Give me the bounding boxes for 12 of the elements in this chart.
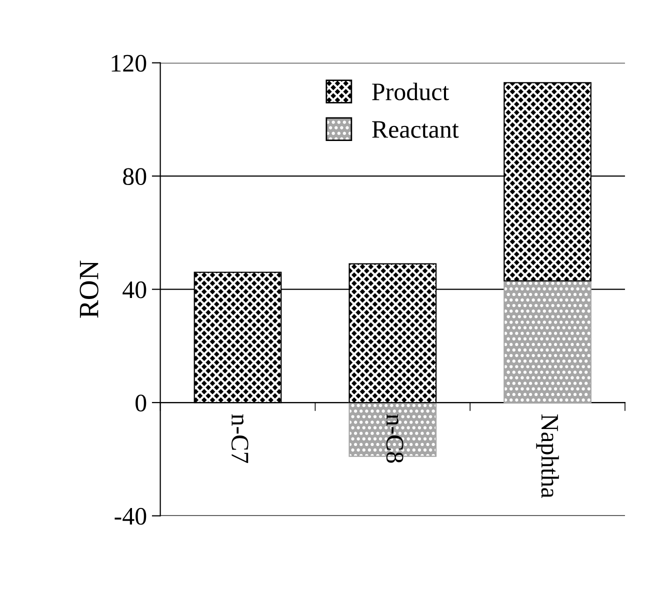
y-tick-label: 80: [123, 168, 146, 185]
y-tick-label: 0: [136, 394, 146, 412]
legend-label: Reactant: [372, 121, 459, 138]
y-tick-label: -40: [114, 508, 146, 525]
y-tick-label: 40: [122, 281, 146, 298]
y-axis-title: RON: [80, 260, 98, 318]
x-tick-label: Naphtha: [536, 414, 559, 498]
bar: [504, 280, 592, 404]
x-tick-label: n-C8: [386, 414, 404, 463]
y-tick-label: 120: [112, 54, 146, 72]
legend-label: Product: [372, 82, 450, 100]
x-tick-label: n-C7: [231, 414, 248, 463]
